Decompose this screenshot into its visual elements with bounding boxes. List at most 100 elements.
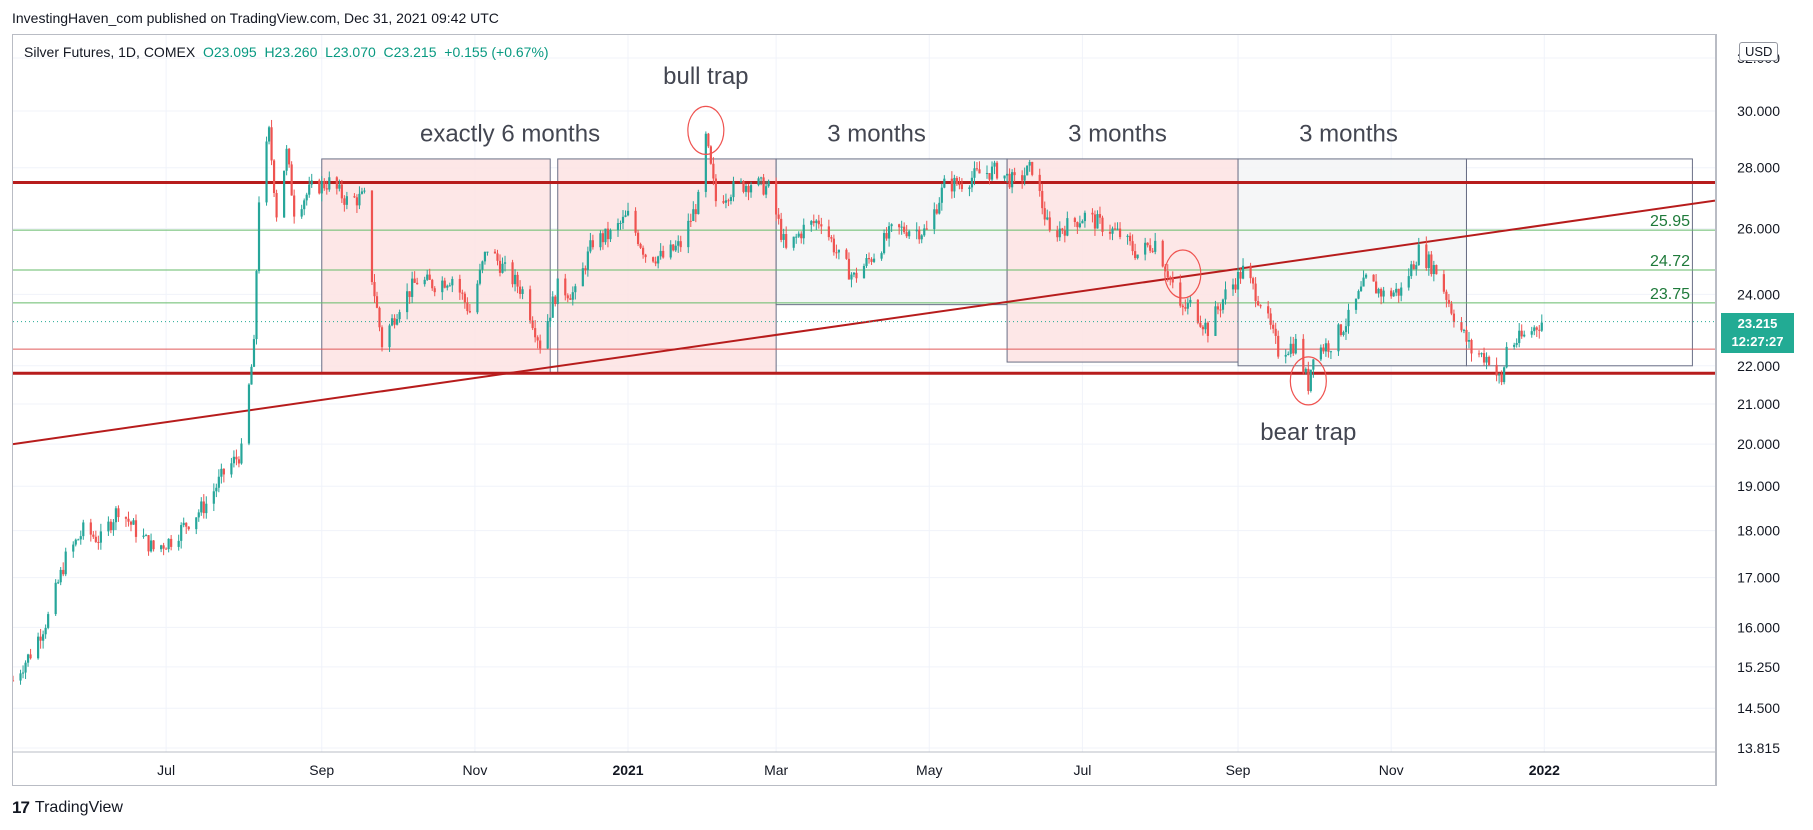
candle-body — [1324, 343, 1327, 352]
candle-body — [468, 311, 471, 313]
candle-body — [970, 177, 974, 188]
candle-body — [39, 636, 42, 641]
candle-body — [1171, 277, 1174, 283]
candle-body — [1093, 214, 1097, 229]
candle-body — [654, 261, 657, 264]
candle-body — [308, 184, 311, 195]
candle-body — [232, 456, 236, 464]
candle-body — [235, 456, 238, 460]
candle-body — [1073, 218, 1076, 222]
candle-body — [426, 274, 429, 280]
candle-body — [571, 292, 574, 300]
candle-body — [1199, 322, 1202, 327]
candle-body — [1465, 329, 1468, 342]
candle-body — [1219, 309, 1222, 311]
candle-body — [867, 258, 871, 260]
candle-body — [152, 540, 155, 550]
candle-body — [247, 384, 251, 444]
candle-body — [1427, 254, 1430, 269]
candle-body — [1515, 343, 1518, 345]
candle-body — [918, 229, 921, 240]
candle-body — [905, 232, 908, 237]
candle-body — [406, 291, 409, 313]
candle-body — [915, 229, 918, 232]
candle-body — [1452, 313, 1456, 323]
candle-body — [1407, 276, 1410, 288]
candle-body — [1487, 356, 1491, 365]
candle-body — [1287, 353, 1290, 355]
candle-body — [272, 160, 276, 194]
currency-button[interactable]: USD — [1739, 42, 1779, 61]
candle-body — [1294, 338, 1297, 354]
candle-body — [167, 538, 170, 550]
candle-body — [609, 230, 612, 240]
candle-body — [1134, 251, 1137, 259]
candle-body — [293, 195, 296, 217]
candle-body — [757, 178, 760, 186]
candle-body — [1038, 174, 1041, 191]
candle-body — [1081, 221, 1084, 224]
candle-body — [1149, 245, 1152, 251]
candle-body — [180, 525, 183, 541]
level-label: 24.72 — [1650, 253, 1690, 270]
candle-body — [74, 539, 77, 545]
candle-body — [129, 521, 133, 525]
candle-body — [1026, 165, 1029, 176]
candle-body — [1415, 265, 1418, 270]
candle-body — [1435, 265, 1438, 275]
candle-body — [373, 282, 376, 297]
candle-body — [1467, 340, 1471, 342]
candle-body — [641, 247, 645, 255]
candle-body — [817, 220, 820, 225]
candle-body — [1023, 175, 1026, 181]
candle-body — [57, 582, 60, 584]
candle-body — [953, 177, 956, 192]
candle-body — [855, 272, 858, 279]
candle-body — [388, 325, 391, 348]
candle-body — [589, 240, 592, 252]
candle-body — [1503, 367, 1506, 383]
candle-body — [97, 541, 100, 543]
candle-body — [222, 468, 225, 475]
candle-body — [933, 209, 936, 230]
candle-body — [1146, 242, 1149, 246]
candle-body — [1161, 240, 1164, 267]
candle-body — [408, 291, 411, 297]
candle-body — [1292, 343, 1295, 354]
x-tick-label: Sep — [1226, 762, 1251, 778]
candle-body — [187, 526, 190, 530]
candle-body — [77, 539, 80, 541]
candle-body — [546, 321, 549, 349]
candle-body — [832, 238, 835, 253]
candle-body — [1031, 161, 1034, 175]
candle-body — [1186, 302, 1189, 309]
candle-body — [785, 234, 788, 248]
candle-body — [885, 233, 888, 239]
last-price-value: 23.215 — [1737, 316, 1778, 331]
candle-body — [1480, 353, 1483, 355]
candle-body — [72, 544, 75, 552]
legend-open: O23.095 — [202, 44, 257, 60]
candle-body — [1234, 284, 1237, 290]
candle-body — [345, 196, 348, 205]
candle-body — [569, 298, 572, 300]
candle-body — [1395, 288, 1398, 293]
candle-body — [903, 226, 906, 233]
candle-body — [847, 258, 851, 280]
candle-body — [1392, 292, 1395, 297]
candle-body — [672, 244, 675, 251]
candle-body — [1061, 228, 1064, 231]
price-axis-border — [1716, 34, 1717, 786]
candle-body — [1204, 322, 1207, 330]
candle-body — [1005, 173, 1009, 176]
candle-body — [1028, 161, 1031, 166]
candle-body — [1390, 290, 1393, 297]
candle-body — [820, 224, 823, 227]
candle-body — [443, 280, 446, 288]
candle-body — [549, 317, 552, 322]
tradingview-footer[interactable]: 17 TradingView — [12, 798, 123, 818]
candle-body — [1364, 274, 1368, 278]
candle-body — [24, 662, 27, 673]
candle-body — [446, 285, 449, 288]
